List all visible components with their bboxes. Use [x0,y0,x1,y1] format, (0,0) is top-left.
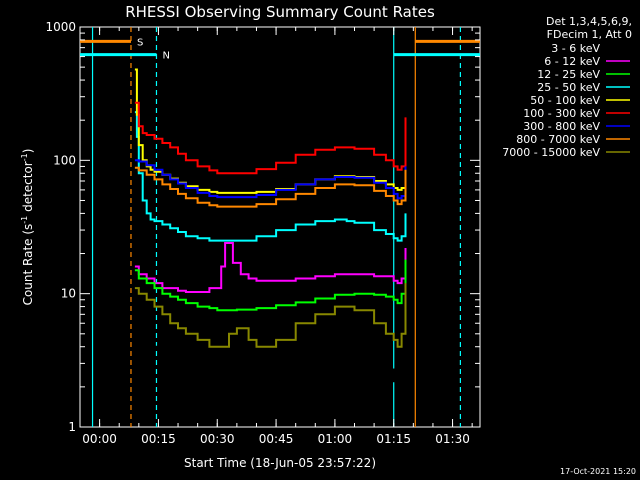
legend-header-0: Det 1,3,4,5,6,9, [546,15,632,28]
series-line-3 [134,111,407,242]
y-tick-label-3: 1000 [45,20,76,34]
plot-frame [79,26,481,428]
legend-label-3: 25 - 50 keV [537,81,600,94]
annotation-label-1: N [162,51,169,62]
x-tick-label-5: 01:15 [376,432,411,446]
x-axis-label: Start Time (18-Jun-05 23:57:22) [184,456,376,470]
y-axis-label-sup2: -1 [20,153,29,161]
series-line-2 [134,259,407,312]
x-tick-label-4: 01:00 [318,432,353,446]
legend-label-5: 100 - 300 keV [523,107,600,120]
mode-annotations: SN [80,37,480,62]
x-tick-label-1: 00:15 [141,432,176,446]
x-tick-label-0: 00:00 [82,432,117,446]
legend-label-8: 7000 - 15000 keV [502,146,600,159]
y-axis-label-end: ) [21,149,35,154]
x-tick-label-6: 01:30 [435,432,470,446]
series-lines [134,68,407,405]
chart-title: RHESSI Observing Summary Count Rates [125,3,435,21]
y-tick-label-1: 10 [61,287,76,301]
timestamp: 17-Oct-2021 15:20 [560,467,636,476]
y-axis-label-main: Count Rate (s [21,224,35,306]
y-axis-label-sup1: -1 [20,216,29,224]
annotation-label-0: S [137,37,143,48]
series-line-6 [134,159,407,200]
x-tick-label-2: 00:30 [200,432,235,446]
series-line-0 [134,313,407,405]
legend-label-1: 6 - 12 keV [544,55,600,68]
legend-label-6: 300 - 800 keV [523,120,600,133]
y-tick-label-2: 100 [53,153,76,167]
series-line-8 [134,283,407,348]
y-axis: 1 10 100 1000 [45,20,480,434]
legend-label-7: 800 - 7000 keV [516,133,600,146]
legend: Det 1,3,4,5,6,9,FDecim 1, Att 03 - 6 keV… [502,15,632,159]
y-tick-label-0: 1 [68,420,76,434]
legend-header-1: FDecim 1, Att 0 [547,28,632,41]
legend-label-4: 50 - 100 keV [530,94,600,107]
series-line-5 [134,101,407,175]
x-axis: 00:00 00:15 00:30 00:45 01:00 01:15 01:30 [79,27,473,446]
legend-label-0: 3 - 6 keV [551,42,600,55]
x-tick-label-3: 00:45 [259,432,294,446]
plot-area: SN [79,26,481,428]
vertical-markers [91,27,461,427]
legend-label-2: 12 - 25 keV [537,68,600,81]
y-axis-label-mid: detector [21,161,35,216]
series-line-7 [134,166,407,208]
y-axis-label: Count Rate (s-1 detector-1) [20,149,35,306]
